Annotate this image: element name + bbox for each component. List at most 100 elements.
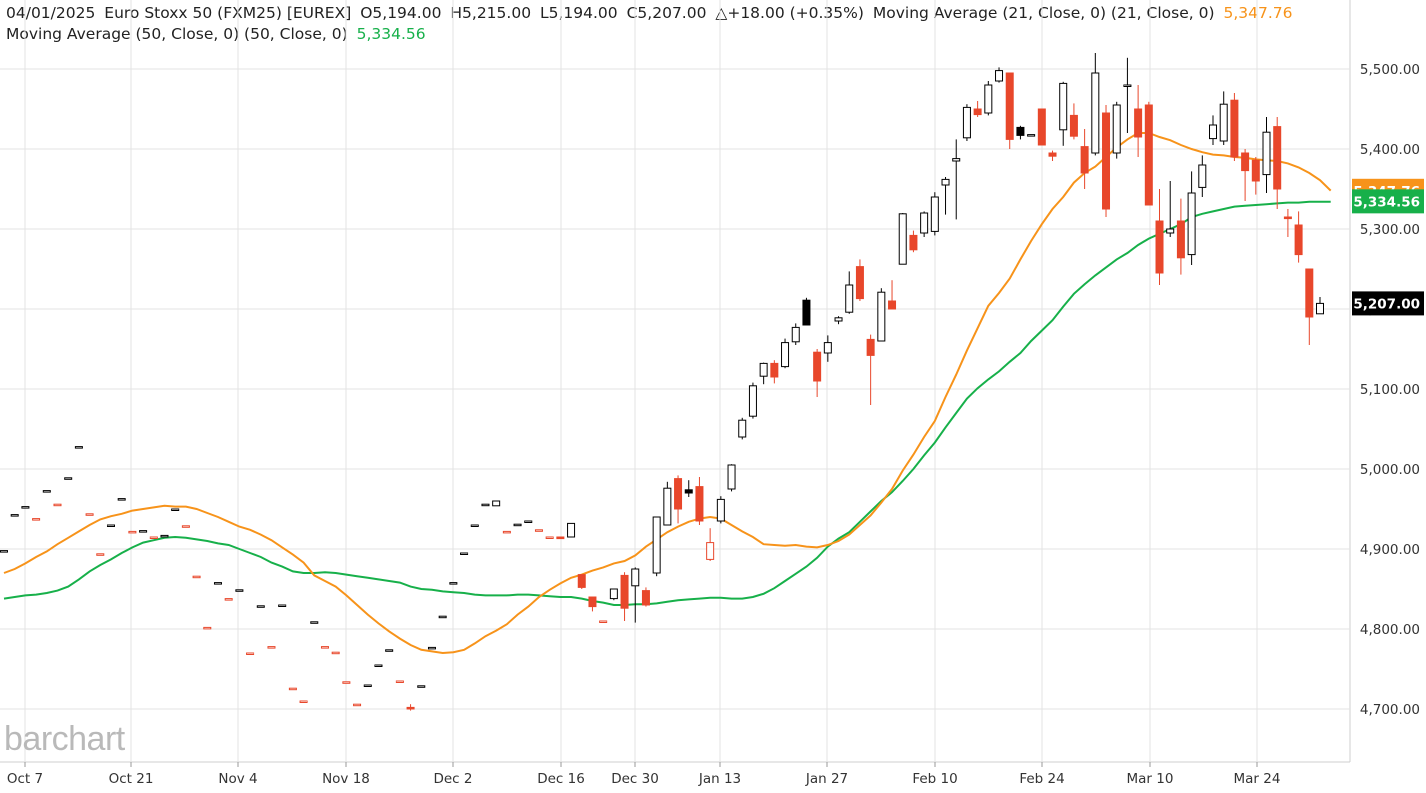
- candle: [460, 552, 469, 555]
- candle: [620, 572, 629, 621]
- last-price-badge: 5,207.00: [1352, 291, 1424, 316]
- candle-body: [984, 84, 993, 114]
- candle-body: [738, 419, 747, 438]
- candle-body: [181, 525, 190, 528]
- header-date: 04/01/2025: [6, 4, 96, 22]
- candle-body: [449, 582, 458, 585]
- candle-body: [1316, 302, 1324, 315]
- candle: [1176, 198, 1185, 275]
- candle: [684, 480, 693, 497]
- y-tick-label: 5,400.00: [1360, 142, 1420, 158]
- candle-body: [1209, 124, 1218, 140]
- candle: [1241, 149, 1250, 201]
- candle: [21, 506, 30, 509]
- candle: [674, 475, 683, 524]
- last-price-badge-bg: [1352, 291, 1424, 316]
- candle-body: [684, 489, 693, 494]
- candle-body: [898, 213, 907, 265]
- candle-body: [513, 523, 522, 527]
- candle-body: [417, 685, 426, 688]
- candle: [438, 615, 447, 619]
- candle-body: [53, 503, 62, 507]
- candle: [1016, 125, 1025, 140]
- candle-body: [1027, 134, 1036, 137]
- x-tick-label: Nov 18: [322, 771, 370, 787]
- candle-body: [320, 646, 329, 649]
- candle-body: [278, 604, 287, 607]
- candle-body: [556, 536, 565, 540]
- chart-header-line2: Moving Average (50, Close, 0) (50, Close…: [6, 25, 430, 43]
- candle: [96, 553, 105, 556]
- candle: [470, 524, 479, 527]
- candle: [663, 481, 672, 526]
- candle-body: [674, 478, 683, 510]
- candle: [898, 213, 907, 265]
- x-tick-label: Feb 10: [912, 771, 957, 787]
- candle: [962, 104, 971, 141]
- ma50-badge: 5,334.56: [1352, 189, 1424, 214]
- price-axis[interactable]: 4,700.00 4,800.00 4,900.00 5,000.00 5,100.00…: [1360, 62, 1420, 718]
- candle-body: [492, 500, 501, 507]
- candle-body: [42, 490, 51, 493]
- candle: [1134, 85, 1143, 157]
- candle-body: [1176, 220, 1185, 259]
- candle: [492, 500, 501, 507]
- candle: [1316, 297, 1324, 315]
- candle: [395, 680, 404, 683]
- candle-body: [909, 234, 918, 251]
- candle-body: [353, 703, 362, 707]
- candle: [224, 598, 233, 601]
- candle: [331, 651, 340, 655]
- candle-body: [834, 317, 843, 322]
- candle: [74, 446, 83, 449]
- candle-body: [1283, 216, 1292, 220]
- candle: [363, 684, 372, 687]
- candle-body: [96, 553, 105, 556]
- candle: [995, 67, 1004, 83]
- candle: [1037, 108, 1046, 146]
- candle-body: [759, 362, 768, 377]
- candle: [534, 529, 543, 532]
- candle-body: [823, 342, 832, 354]
- candle-body: [1230, 99, 1239, 158]
- candle-body: [534, 529, 543, 532]
- ma21-line: [3, 132, 1332, 655]
- candle: [609, 588, 618, 601]
- candle: [192, 575, 201, 579]
- x-tick-label: Nov 4: [218, 771, 257, 787]
- candle-body: [363, 684, 372, 687]
- candle: [385, 649, 394, 652]
- candle-body: [791, 326, 800, 343]
- header-ma21-label: Moving Average (21, Close, 0) (21, Close…: [872, 4, 1215, 22]
- candle-body: [85, 513, 94, 516]
- candle: [449, 582, 458, 585]
- candle-body: [866, 338, 875, 356]
- candle: [203, 626, 212, 630]
- candle: [342, 681, 351, 684]
- date-axis[interactable]: Oct 7 Oct 21 Nov 4 Nov 18 Dec 2 Dec 16 Dec 30 J…: [7, 762, 1281, 787]
- candle-body: [1155, 220, 1164, 274]
- candle: [1027, 134, 1036, 137]
- x-tick-label: Feb 24: [1019, 771, 1064, 787]
- candle-body: [962, 106, 971, 139]
- candle-body: [620, 574, 629, 609]
- candle: [909, 230, 918, 253]
- candle-body: [663, 487, 672, 526]
- candle-body: [802, 299, 811, 326]
- candle: [556, 536, 565, 540]
- candle: [513, 523, 522, 527]
- candle: [1187, 171, 1196, 265]
- candle: [213, 582, 222, 585]
- candle-body: [106, 524, 115, 527]
- candle: [267, 646, 276, 649]
- candle: [727, 464, 736, 492]
- candle-body: [1251, 159, 1260, 182]
- candle-body: [716, 498, 725, 522]
- candle-body: [920, 212, 929, 234]
- candle-body: [1241, 152, 1250, 172]
- y-tick-label: 4,700.00: [1360, 702, 1420, 718]
- candle: [599, 620, 608, 623]
- candle-body: [374, 664, 383, 667]
- candle: [1219, 91, 1228, 145]
